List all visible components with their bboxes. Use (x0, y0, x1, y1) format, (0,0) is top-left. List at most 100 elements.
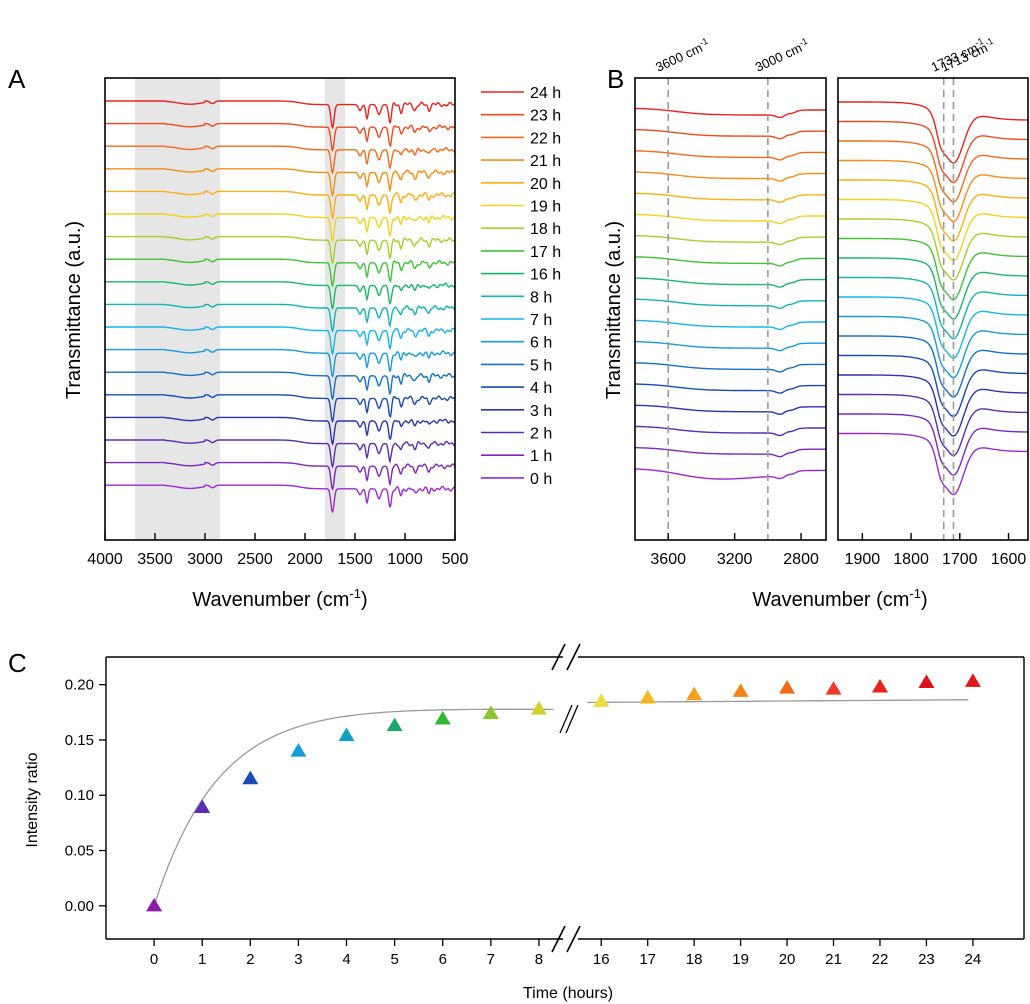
panel-c-y-tick-label: 0.20 (65, 677, 94, 694)
data-point-20h (779, 679, 796, 694)
data-point-24h (964, 673, 981, 687)
data-point-21h (825, 681, 842, 695)
data-point-4h (338, 727, 355, 742)
panel-b-x-tick-label: 3600 (650, 551, 686, 568)
panel-a-letter: A (8, 64, 26, 94)
panel-a-series-23h (105, 122, 456, 152)
panel-c-x-tick-label: 23 (918, 951, 935, 968)
legend-label: 7 h (530, 312, 552, 329)
panel-a-series-0h (105, 484, 456, 514)
panel-a-series-20h (105, 190, 456, 220)
data-point-8h (530, 700, 547, 715)
panel-c-x-tick-label: 21 (825, 951, 842, 968)
panel-c-x-tick-label: 3 (294, 951, 302, 968)
panel-b-series-line (838, 218, 1028, 281)
panel-b-series-line (634, 213, 826, 225)
panel-a-series-1h (105, 461, 456, 491)
panel-c-x-tick-label: 6 (439, 951, 447, 968)
legend-label: 2 h (530, 426, 552, 443)
panel-b-series-line (634, 468, 826, 480)
legend-label: 4 h (530, 380, 552, 397)
panel-a-series-21h (105, 168, 456, 198)
panel-a-series-3h (105, 416, 456, 446)
panel-a-x-tick-label: 500 (442, 551, 469, 568)
panel-b-series-line (634, 446, 826, 458)
panel-b-series-line (838, 179, 1028, 242)
data-point-19h (732, 683, 749, 697)
panel-c-x-tick-label: 7 (487, 951, 495, 968)
panel-b-x-tick-label: 2800 (783, 551, 819, 568)
panel-c-x-tick-label: 16 (593, 951, 610, 968)
panel-b-series-line (838, 237, 1028, 301)
panel-b-series-line (634, 340, 826, 352)
panel-a-series-18h (105, 235, 456, 265)
panel-c-y-tick-label: 0.05 (65, 843, 94, 860)
data-point-3h (290, 743, 307, 757)
panel-b-x-tick-label: 1700 (942, 551, 978, 568)
panel-b-series-line (838, 257, 1028, 320)
panel-b-series-line (634, 256, 826, 267)
panel-a-ylabel: Transmittance (a.u.) (63, 221, 85, 399)
panel-a-series-22h (105, 145, 456, 175)
panel-a-x-tick-label: 3500 (137, 551, 173, 568)
legend-label: 20 h (530, 176, 561, 193)
panel-a-shaded-region (135, 78, 220, 540)
panel-c-x-tick-label: 1 (198, 951, 206, 968)
panel-a-series-2h (105, 439, 456, 469)
data-point-17h (639, 689, 656, 704)
panel-b-series-line (838, 393, 1028, 457)
curve-break-mark (559, 704, 573, 734)
panel-a-series-7h (105, 326, 456, 356)
panel-b-series-line (634, 107, 826, 119)
legend-label: 3 h (530, 403, 552, 420)
panel-c-ylabel: Intensity ratio (24, 752, 41, 847)
axis-break-mark (551, 643, 566, 671)
data-point-2h (242, 770, 259, 785)
legend-label: 17 h (530, 244, 561, 261)
legend-label: 0 h (530, 471, 552, 488)
panel-b-series-line (634, 171, 826, 182)
data-point-5h (386, 717, 403, 732)
data-point-1h (194, 799, 211, 813)
panel-b-series-line (634, 128, 826, 140)
panel-b-series-line (634, 150, 826, 161)
panel-b-series-line (838, 354, 1028, 418)
panel-c-y-tick-label: 0.00 (65, 898, 94, 915)
panel-a-x-tick-label: 2500 (237, 551, 273, 568)
panel-c-letter: C (8, 648, 27, 678)
panel-b-ylabel: Transmittance (a.u.) (603, 221, 625, 399)
panel-a-x-tick-label: 2000 (287, 551, 323, 568)
panel-b-series-line (838, 335, 1028, 398)
panel-b-x-tick-label: 3200 (717, 551, 753, 568)
panel-b-reference-label: 3000 cm-1 (752, 36, 811, 75)
panel-b-series-line (838, 296, 1028, 359)
panel-a-x-tick-label: 4000 (87, 551, 123, 568)
axis-break-mark (566, 643, 581, 671)
legend-label: 8 h (530, 289, 552, 306)
panel-b-frame-right (837, 77, 1029, 541)
panel-a-x-tick-label: 3000 (187, 551, 223, 568)
legend-label: 19 h (530, 199, 561, 216)
panel-b-series-line (634, 298, 826, 310)
panel-a-frame (104, 77, 456, 541)
panel-c-y-tick-label: 0.10 (65, 787, 94, 804)
panel-a: 4000 3500 3000 2500 2000 1500 1000 500 Wavenumb… (63, 77, 561, 611)
panel-c-x-tick-label: 20 (779, 951, 796, 968)
panel-c-x-tick-label: 18 (686, 951, 703, 968)
panel-a-series-17h (105, 258, 456, 288)
panel-b-series-line (838, 120, 1028, 184)
panel-b-series-line (634, 425, 826, 437)
data-point-16h (593, 693, 610, 707)
legend-label: 23 h (530, 108, 561, 125)
panel-b-series-line (838, 374, 1028, 437)
panel-a-series-4h (105, 394, 456, 424)
legend-label: 1 h (530, 448, 552, 465)
data-point-0h (146, 897, 163, 912)
data-point-6h (434, 710, 451, 725)
panel-b-series-line (838, 413, 1028, 476)
data-point-7h (482, 705, 499, 719)
panel-b-series-line (634, 192, 826, 204)
legend-label: 22 h (530, 130, 561, 147)
panel-c-y-tick-label: 0.15 (65, 732, 94, 749)
panel-b-series-line (634, 277, 826, 288)
